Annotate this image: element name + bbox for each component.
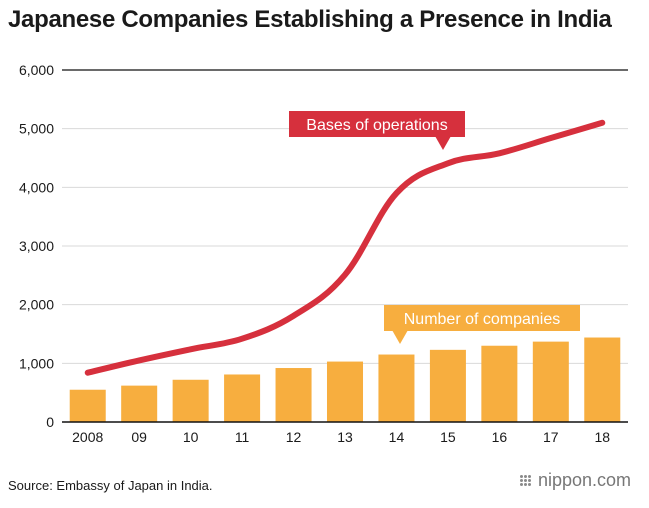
bases-of-operations-label: Bases of operations — [289, 111, 465, 150]
bar-14 — [378, 354, 415, 422]
brand-text: nippon.com — [537, 470, 631, 490]
series-labels: Bases of operations Number of companies — [289, 111, 580, 344]
x-tick-label: 14 — [389, 429, 405, 445]
y-tick-label: 2,000 — [19, 297, 54, 313]
y-tick-label: 6,000 — [19, 62, 54, 78]
bases-of-operations-label-pointer — [435, 136, 451, 150]
y-tick-label: 3,000 — [19, 238, 54, 254]
bases-of-operations-label-text: Bases of operations — [306, 117, 447, 134]
x-tick-label: 17 — [543, 429, 559, 445]
bar-series — [69, 337, 621, 422]
nippon-mark-icon — [519, 474, 532, 487]
bar-10 — [172, 379, 209, 422]
bar-13 — [326, 361, 364, 422]
number-of-companies-label-text: Number of companies — [404, 311, 561, 328]
chart-title: Japanese Companies Establishing a Presen… — [8, 6, 612, 33]
number-of-companies-label: Number of companies — [384, 305, 580, 344]
bar-16 — [481, 345, 518, 422]
source-note: Source: Embassy of Japan in India. — [8, 478, 213, 493]
x-tick-label: 10 — [183, 429, 199, 445]
x-tick-label: 13 — [337, 429, 353, 445]
nippon-logo: nippon.com — [519, 470, 631, 491]
bar-15 — [429, 349, 466, 422]
axes: 0 1,000 2,000 3,000 4,000 5,000 6,000 2008 09 10 1… — [19, 62, 628, 445]
bases-of-operations-line — [84, 119, 606, 376]
x-tick-label: 2008 — [72, 429, 103, 445]
x-tick-label: 16 — [492, 429, 508, 445]
grid-lines — [62, 69, 628, 364]
x-tick-label: 15 — [440, 429, 456, 445]
bar-2008 — [69, 389, 106, 422]
x-tick-label: 12 — [286, 429, 302, 445]
x-tick-label: 11 — [235, 429, 250, 445]
number-of-companies-label-box — [384, 305, 580, 331]
bases-of-operations-label-box — [289, 111, 465, 137]
x-tick-label: 18 — [594, 429, 610, 445]
y-tick-label: 4,000 — [19, 179, 54, 195]
line-series — [84, 119, 606, 376]
x-tick-label: 09 — [131, 429, 147, 445]
y-tick-label: 0 — [46, 414, 54, 430]
y-tick-label: 1,000 — [19, 355, 54, 371]
number-of-companies-label-pointer — [392, 330, 408, 344]
y-tick-label: 5,000 — [19, 121, 54, 137]
bar-12 — [275, 368, 312, 422]
bar-09 — [121, 385, 158, 422]
bar-11 — [224, 374, 261, 422]
bar-18 — [584, 337, 621, 422]
bar-17 — [532, 341, 569, 422]
